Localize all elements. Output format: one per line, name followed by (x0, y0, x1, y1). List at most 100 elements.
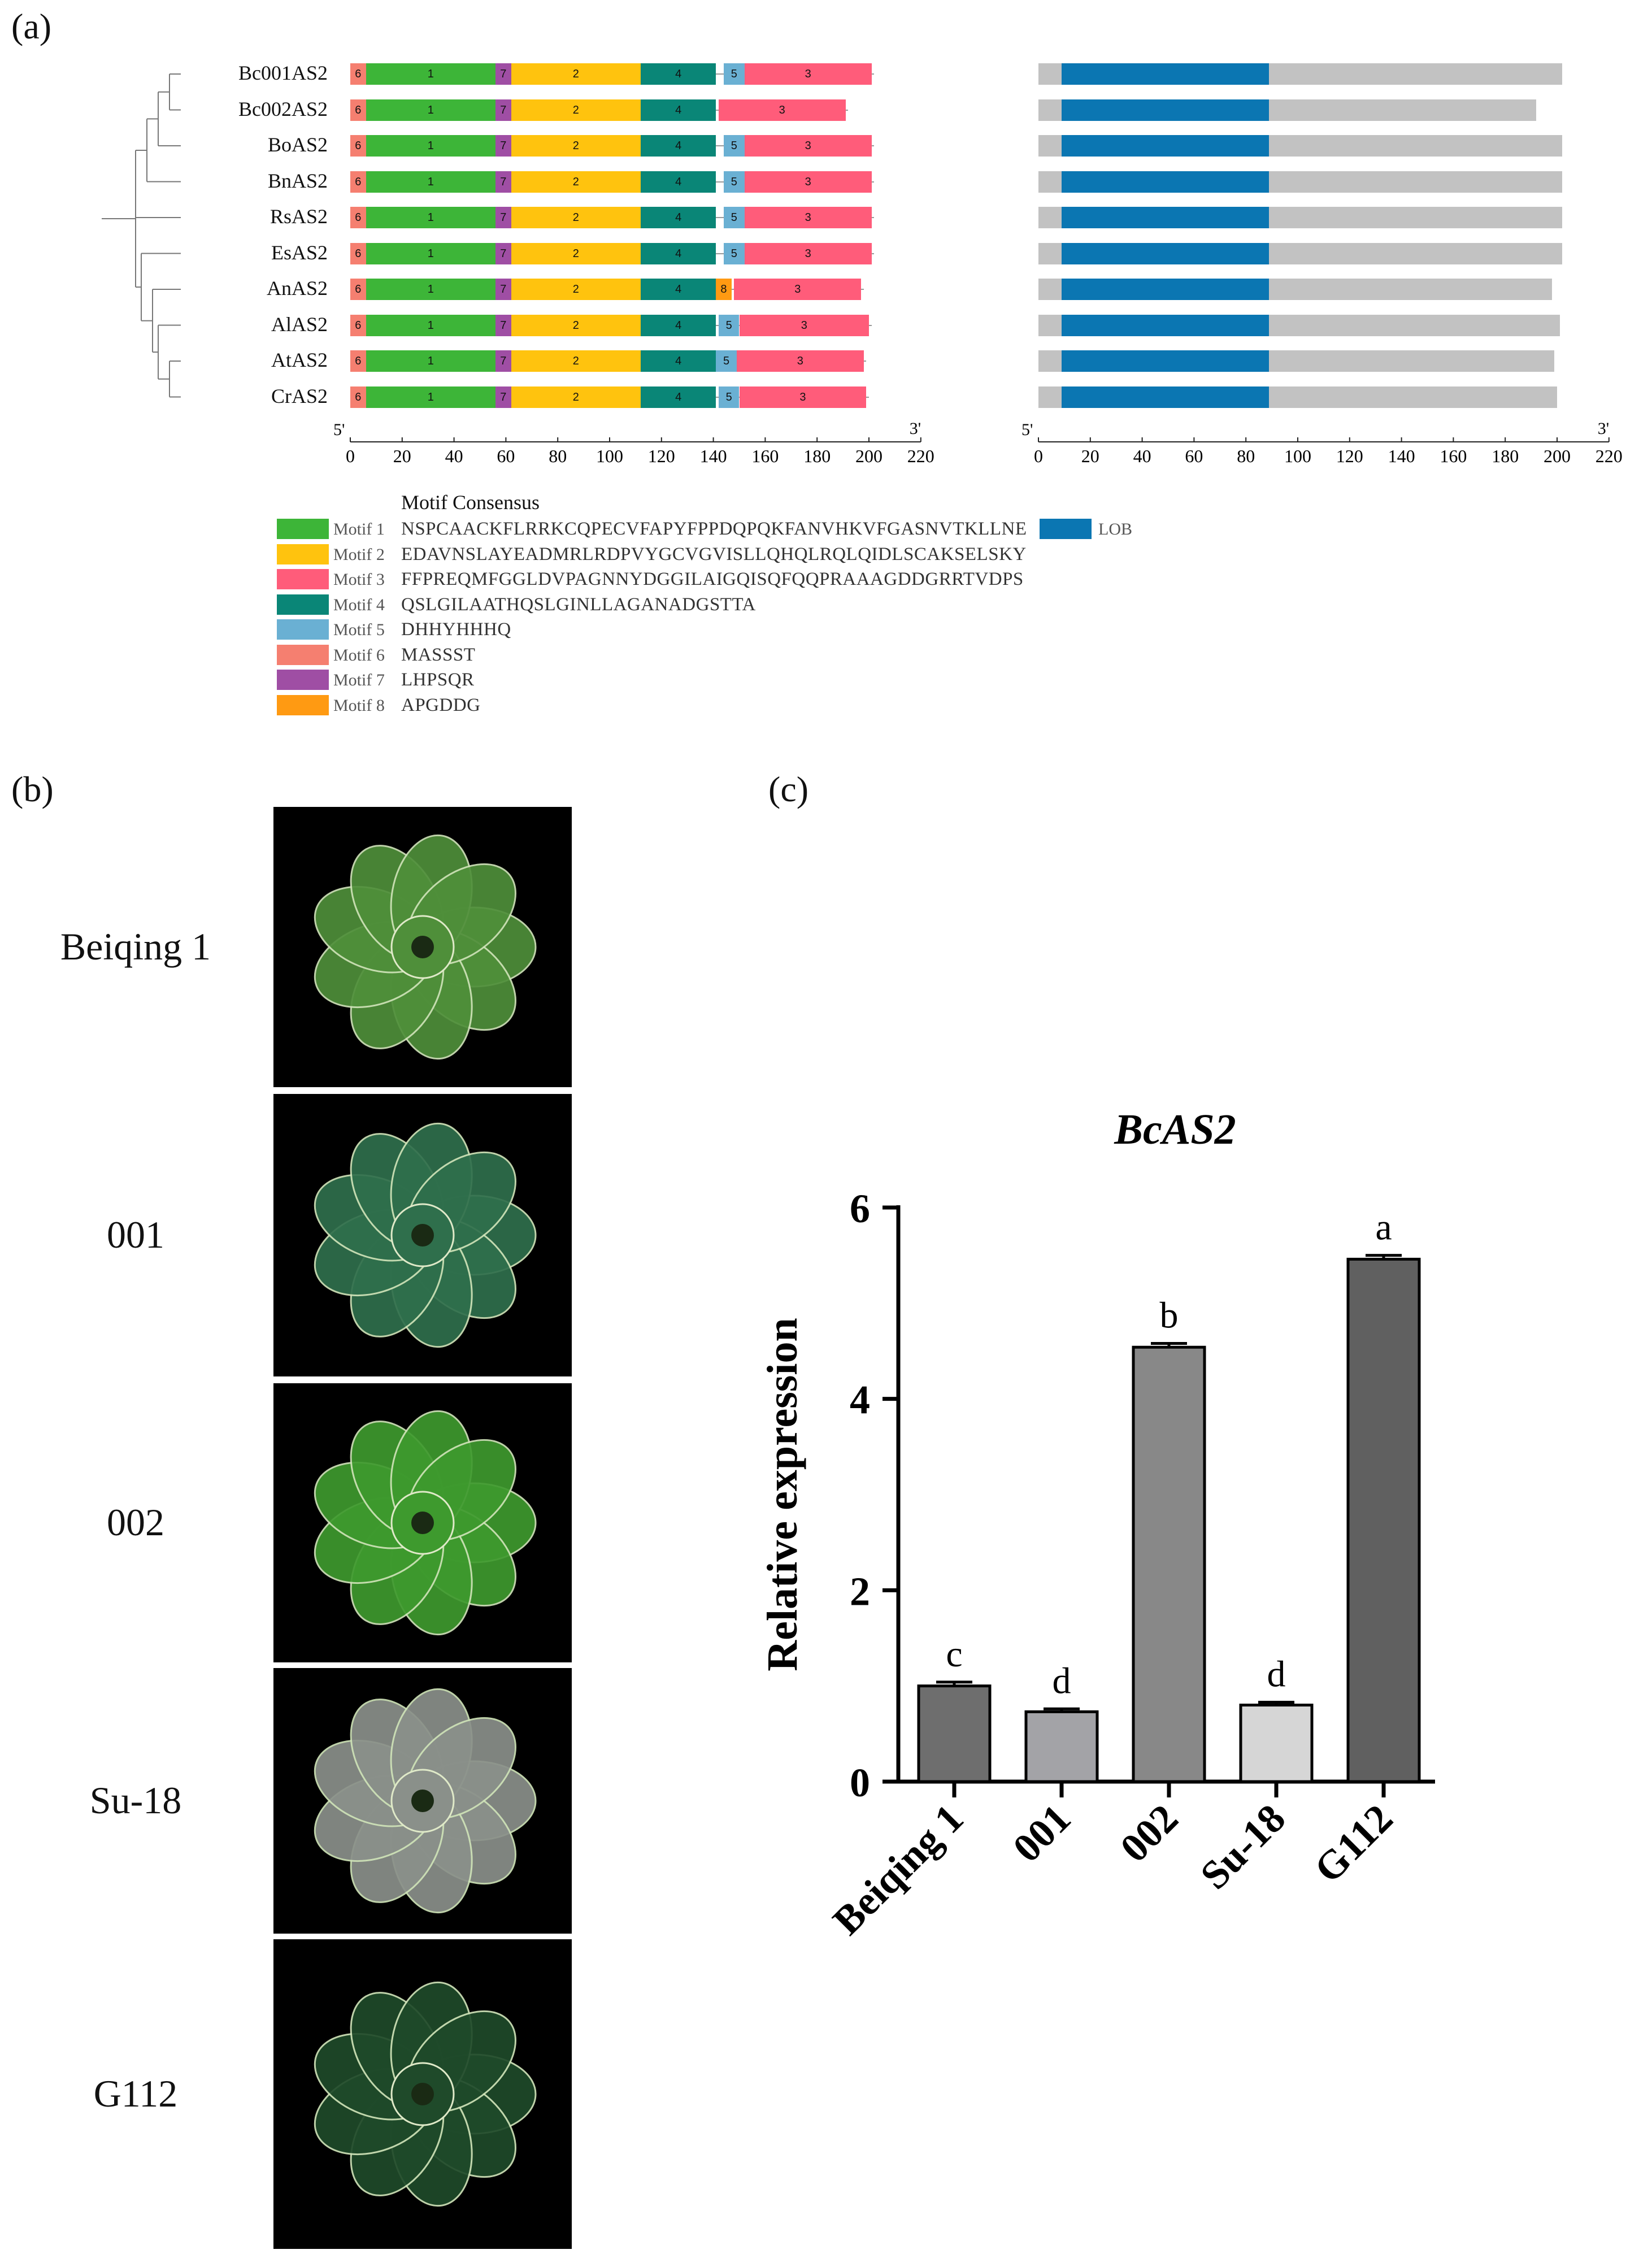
axis-tick-label: 120 (648, 446, 675, 466)
motif-number: 2 (572, 319, 579, 332)
motif-7-block: 7 (495, 135, 511, 157)
motif-6-block: 6 (350, 99, 366, 121)
motif-number: 6 (355, 283, 362, 296)
motif-number: 6 (355, 140, 362, 152)
lob-domain-block (1062, 242, 1270, 264)
motif-number: 3 (797, 355, 803, 367)
motif-number: 8 (720, 283, 727, 296)
motif-number: 7 (500, 68, 507, 80)
axis-tick-label: 40 (1133, 446, 1151, 466)
legend-motif-sequence: LHPSQR (401, 670, 475, 690)
motif-3-block: 3 (736, 350, 864, 372)
x-tick-label: Su-18 (1192, 1796, 1294, 1898)
motif-1-block: 1 (366, 207, 496, 228)
y-tick-label: 6 (850, 1186, 870, 1231)
motif-2-block: 2 (511, 207, 641, 228)
motif-number: 7 (500, 211, 507, 224)
motif-number: 4 (675, 355, 682, 367)
motif-number: 1 (427, 140, 434, 152)
motif-7-block: 7 (495, 63, 511, 85)
motif-number: 1 (427, 247, 434, 260)
motif-2-block: 2 (511, 350, 641, 372)
sequence-name: EsAS2 (271, 241, 328, 264)
motif-number: 7 (500, 140, 507, 152)
motif-3-block: 3 (744, 207, 872, 228)
motif-number: 1 (427, 211, 434, 224)
axis-tick-label: 220 (907, 446, 934, 466)
motif-number: 5 (723, 355, 730, 367)
legend-motif-label: Motif 4 (333, 595, 385, 614)
motif-2-block: 2 (511, 99, 641, 121)
motif-1-block: 1 (366, 279, 496, 300)
motif-number: 6 (355, 355, 362, 367)
motif-number: 2 (572, 68, 579, 80)
motif-number: 2 (572, 390, 579, 403)
y-tick-label: 2 (850, 1569, 870, 1614)
significance-label: d (1267, 1653, 1286, 1695)
motif-6-block: 6 (350, 242, 366, 264)
motif-number: 7 (500, 283, 507, 296)
cultivar-label: G112 (93, 2072, 178, 2115)
motif-number: 4 (675, 390, 682, 403)
motif-3-block: 3 (744, 242, 872, 264)
legend-motif-label: Motif 6 (333, 645, 385, 665)
motif-3-block: 3 (734, 279, 862, 300)
motif-3-block: 3 (744, 63, 872, 85)
motif-3-block: 3 (739, 386, 867, 408)
legend-motif-sequence: DHHYHHHQ (401, 619, 511, 640)
legend-motif-label: Motif 5 (333, 620, 385, 639)
motif-number: 2 (572, 355, 579, 367)
motif-number: 5 (731, 68, 737, 80)
motif-number: 4 (675, 68, 682, 80)
sequence-name: AlAS2 (271, 312, 328, 336)
motif-4-block: 4 (641, 314, 716, 336)
motif-4-block: 4 (641, 386, 716, 408)
motif-3-block: 3 (744, 171, 872, 193)
motif-number: 4 (675, 211, 682, 224)
motif-2-block: 2 (511, 171, 641, 193)
axis-tick-label: 80 (549, 446, 567, 466)
motif-5-block: 5 (723, 207, 745, 228)
motif-number: 1 (427, 355, 434, 367)
lob-domain-block (1062, 171, 1270, 193)
motif-number: 7 (500, 175, 507, 188)
x-tick-label: 002 (1111, 1796, 1186, 1871)
lob-domain-block (1062, 99, 1270, 121)
motif-3-block: 3 (739, 314, 869, 336)
axis-tick-label: 100 (596, 446, 623, 466)
motif-2-block: 2 (511, 135, 641, 157)
five-prime-label: 5' (333, 420, 345, 439)
motif-6-block: 6 (350, 135, 366, 157)
sequence-name: RsAS2 (269, 205, 328, 228)
lob-domain-block (1062, 386, 1270, 408)
motif-2-block: 2 (511, 386, 641, 408)
legend-motif-label: Motif 7 (333, 671, 385, 689)
three-prime-label: 3' (910, 419, 921, 438)
motif-number: 4 (675, 319, 682, 332)
motif-number: 2 (572, 175, 579, 188)
legend-motif-label: Motif 8 (333, 696, 385, 715)
motif-2-block: 2 (511, 314, 641, 336)
motif-number: 6 (355, 247, 362, 260)
bar (1346, 1257, 1421, 1783)
motif-number: 7 (500, 355, 507, 367)
legend-swatch (277, 644, 329, 665)
motif-7-block: 7 (495, 350, 511, 372)
motif-number: 3 (805, 140, 811, 152)
motif-axis: 0 20 40 60 80 100 120 140 160 180 200 220 5' 3' (333, 419, 934, 466)
motif-number: 6 (355, 211, 362, 224)
chart-title: BcAS2 (1114, 1106, 1236, 1153)
axis-tick-label: 140 (1388, 446, 1415, 466)
motif-number: 3 (801, 319, 807, 332)
motif-6-block: 6 (350, 350, 366, 372)
motif-number: 1 (427, 103, 434, 116)
motif-number: 5 (731, 140, 737, 152)
motif-4-block: 4 (641, 63, 716, 85)
motif-number: 4 (675, 140, 682, 152)
motif-6-block: 6 (350, 386, 366, 408)
motif-number: 5 (725, 390, 732, 403)
motif-number: 6 (355, 175, 362, 188)
lob-domain-block (1062, 63, 1270, 85)
legend-lob-swatch (1040, 519, 1092, 539)
x-tick-label: 001 (1004, 1796, 1079, 1871)
